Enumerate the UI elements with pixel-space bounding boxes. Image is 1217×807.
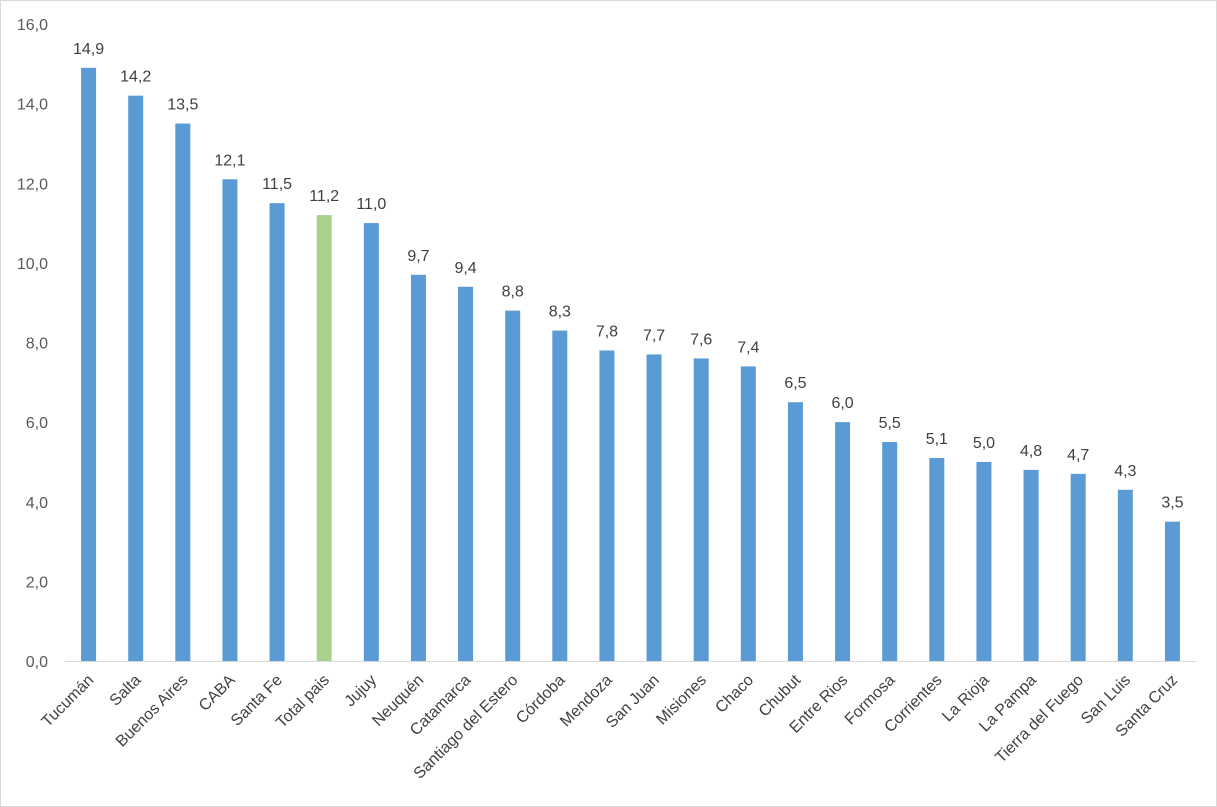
bar	[222, 179, 238, 662]
data-label: 8,3	[549, 304, 571, 321]
y-tick-label: 2,0	[26, 574, 48, 591]
y-tick-label: 6,0	[26, 415, 48, 432]
data-label: 9,7	[407, 248, 429, 265]
category-label: Misiones	[653, 672, 710, 729]
data-label: 14,2	[120, 69, 151, 86]
data-label: 5,5	[879, 415, 901, 432]
bar	[410, 274, 426, 661]
data-label: 11,2	[309, 188, 339, 205]
bar	[693, 358, 709, 661]
category-label: Salta	[107, 672, 145, 710]
y-tick-label: 0,0	[26, 654, 48, 671]
data-label: 7,4	[737, 339, 759, 356]
data-label: 3,5	[1161, 495, 1183, 512]
category-label: Chaco	[712, 672, 757, 717]
y-tick-label: 14,0	[17, 97, 48, 114]
data-label: 12,1	[214, 152, 245, 169]
data-label: 4,8	[1020, 443, 1042, 460]
data-label: 14,9	[73, 41, 104, 58]
bar	[599, 350, 615, 661]
y-tick-label: 16,0	[17, 17, 48, 34]
y-tick-label: 10,0	[17, 256, 48, 273]
data-label: 5,0	[973, 435, 995, 452]
category-label: Tucumán	[39, 672, 98, 731]
category-label: CABA	[196, 672, 239, 715]
y-tick-label: 4,0	[26, 495, 48, 512]
data-label: 7,6	[690, 331, 712, 348]
data-label: 9,4	[454, 260, 476, 277]
bar	[458, 286, 474, 661]
bar	[835, 422, 851, 661]
data-label: 8,8	[502, 284, 524, 301]
data-label: 11,5	[262, 176, 292, 193]
bar	[787, 402, 803, 661]
bar	[1070, 473, 1086, 661]
bar	[740, 366, 756, 661]
data-label: 4,3	[1114, 463, 1136, 480]
bar	[363, 223, 379, 661]
category-label: Jujuy	[342, 672, 380, 710]
data-label: 4,7	[1067, 447, 1089, 464]
bar	[976, 461, 992, 661]
bar	[175, 123, 191, 661]
data-label: 6,5	[784, 375, 806, 392]
bar	[1023, 469, 1039, 661]
bar	[646, 354, 662, 661]
y-tick-label: 8,0	[26, 336, 48, 353]
data-label: 7,8	[596, 323, 618, 340]
bar	[505, 310, 521, 661]
data-label: 13,5	[167, 97, 198, 114]
bar-highlight	[316, 215, 332, 661]
data-label: 5,1	[926, 431, 948, 448]
bar	[1117, 489, 1133, 661]
bar	[1164, 521, 1180, 661]
y-tick-label: 12,0	[17, 176, 48, 193]
bar	[882, 442, 898, 661]
data-label: 7,7	[643, 327, 665, 344]
category-label: Tierra del Fuego	[992, 672, 1087, 767]
bar	[128, 95, 144, 662]
data-label: 11,0	[356, 196, 386, 213]
bar	[929, 457, 945, 661]
bar	[81, 67, 97, 661]
bar	[269, 203, 285, 661]
data-label: 6,0	[831, 395, 853, 412]
bar	[552, 330, 568, 661]
